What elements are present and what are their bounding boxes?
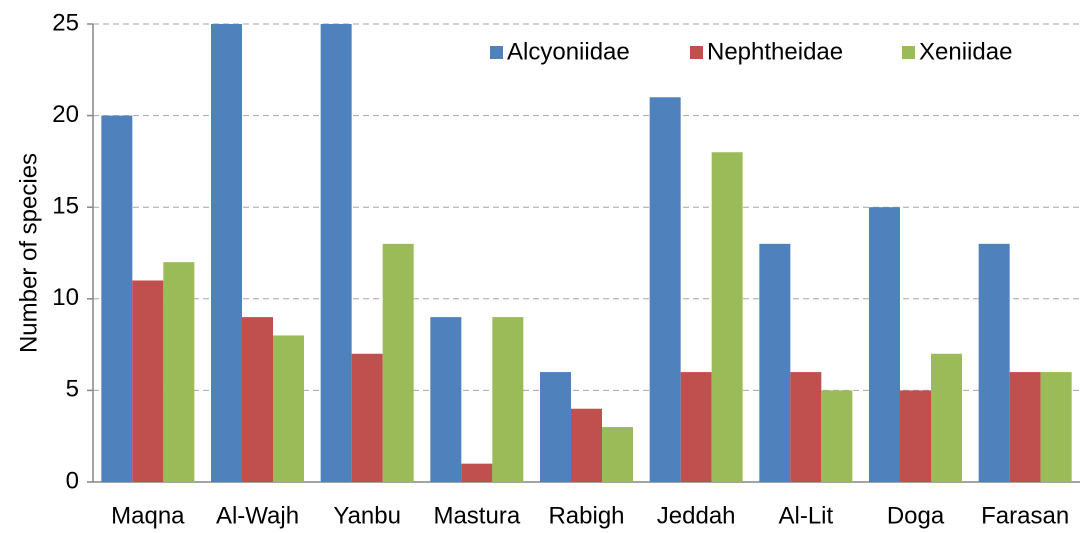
y-axis-label: Number of species bbox=[15, 153, 42, 353]
x-tick-label: Doga bbox=[887, 502, 945, 529]
bar bbox=[351, 353, 383, 482]
x-tick-label: Al-Wajh bbox=[216, 502, 299, 529]
bar bbox=[492, 317, 524, 482]
bar bbox=[132, 280, 164, 482]
y-tick-label: 0 bbox=[66, 467, 79, 494]
x-tick-label: Yanbu bbox=[333, 502, 401, 529]
legend-swatch bbox=[902, 46, 915, 59]
x-tick-label: Farasan bbox=[981, 502, 1069, 529]
legend-label: Nephtheidae bbox=[707, 38, 843, 65]
bar bbox=[711, 152, 743, 483]
bar bbox=[320, 24, 352, 482]
legend-label: Alcyoniidae bbox=[507, 38, 630, 65]
y-tick-label: 5 bbox=[66, 376, 79, 403]
bar bbox=[790, 372, 822, 482]
bar bbox=[759, 243, 791, 482]
x-tick-label: Mastura bbox=[433, 502, 520, 529]
bar bbox=[1040, 372, 1072, 482]
bar bbox=[900, 390, 931, 482]
bar bbox=[540, 372, 571, 482]
bar bbox=[1009, 372, 1041, 482]
legend-label: Xeniidae bbox=[919, 38, 1012, 65]
y-tick-label: 20 bbox=[52, 101, 79, 128]
bar bbox=[602, 427, 633, 482]
bar bbox=[382, 243, 414, 482]
x-tick-label: Jeddah bbox=[657, 502, 736, 529]
x-tick-label: Maqna bbox=[111, 502, 185, 529]
bar bbox=[273, 335, 304, 482]
y-tick-label: 15 bbox=[52, 193, 79, 220]
bar bbox=[101, 115, 133, 482]
y-tick-label: 10 bbox=[52, 284, 79, 311]
bar bbox=[163, 262, 195, 482]
bar bbox=[978, 243, 1010, 482]
bar bbox=[242, 317, 273, 482]
bar bbox=[571, 408, 602, 482]
x-tick-label: Al-Lit bbox=[778, 502, 833, 529]
legend-swatch bbox=[690, 46, 703, 59]
bar bbox=[931, 353, 962, 482]
bar bbox=[869, 207, 900, 482]
bar bbox=[461, 463, 493, 482]
bar bbox=[211, 24, 242, 482]
x-tick-label: Rabigh bbox=[548, 502, 624, 529]
bar bbox=[680, 372, 712, 482]
legend-swatch bbox=[490, 46, 503, 59]
bar bbox=[821, 390, 853, 482]
bar bbox=[430, 317, 462, 482]
y-tick-label: 25 bbox=[52, 9, 79, 36]
bar bbox=[649, 97, 681, 482]
